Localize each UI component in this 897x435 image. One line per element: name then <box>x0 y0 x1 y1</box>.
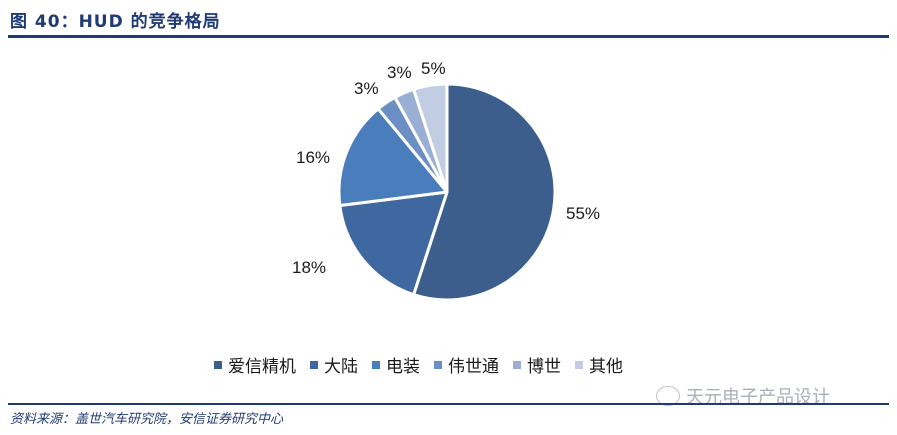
legend-label: 博世 <box>527 357 561 377</box>
slice-label-bosch: 3% <box>387 63 412 82</box>
slice-label-denso: 16% <box>296 148 331 167</box>
chart-legend: 爱信精机 大陆 电装 伟世通 博世 其他 <box>214 352 623 377</box>
wechat-icon <box>656 386 680 406</box>
slice-label-aisin: 55% <box>566 204 601 223</box>
pie-slice-aisin <box>412 82 557 302</box>
legend-item-other: 其他 <box>575 352 623 377</box>
legend-item-aisin: 爱信精机 <box>214 352 296 377</box>
title-divider <box>8 35 889 38</box>
legend-item-continental: 大陆 <box>310 352 358 377</box>
legend-item-denso: 电装 <box>372 352 420 377</box>
legend-swatch <box>372 360 380 369</box>
slice-label-continental: 18% <box>292 258 327 277</box>
legend-label: 伟世通 <box>448 357 499 377</box>
source-note: 资料来源：盖世汽车研究院，安信证券研究中心 <box>10 412 284 427</box>
legend-swatch <box>575 360 583 369</box>
legend-swatch <box>434 360 442 369</box>
pie-slice-denso <box>337 107 449 208</box>
slice-label-visteon: 3% <box>354 79 379 98</box>
pie-slice-continental <box>338 190 449 297</box>
legend-label: 其他 <box>589 357 623 377</box>
pie-slice-other <box>412 82 449 194</box>
figure-title: 图 40：HUD 的竞争格局 <box>10 12 221 32</box>
watermark: 天元电子产品设计 <box>656 383 830 409</box>
legend-label: 爱信精机 <box>228 357 296 377</box>
footer-divider <box>8 403 889 405</box>
slice-label-other: 5% <box>421 59 446 78</box>
legend-label: 电装 <box>386 357 420 377</box>
legend-item-bosch: 博世 <box>513 352 561 377</box>
legend-swatch <box>310 360 318 369</box>
legend-swatch <box>513 360 521 369</box>
legend-item-visteon: 伟世通 <box>434 352 499 377</box>
watermark-text: 天元电子产品设计 <box>686 387 830 408</box>
legend-label: 大陆 <box>324 357 358 377</box>
legend-swatch <box>214 360 222 369</box>
